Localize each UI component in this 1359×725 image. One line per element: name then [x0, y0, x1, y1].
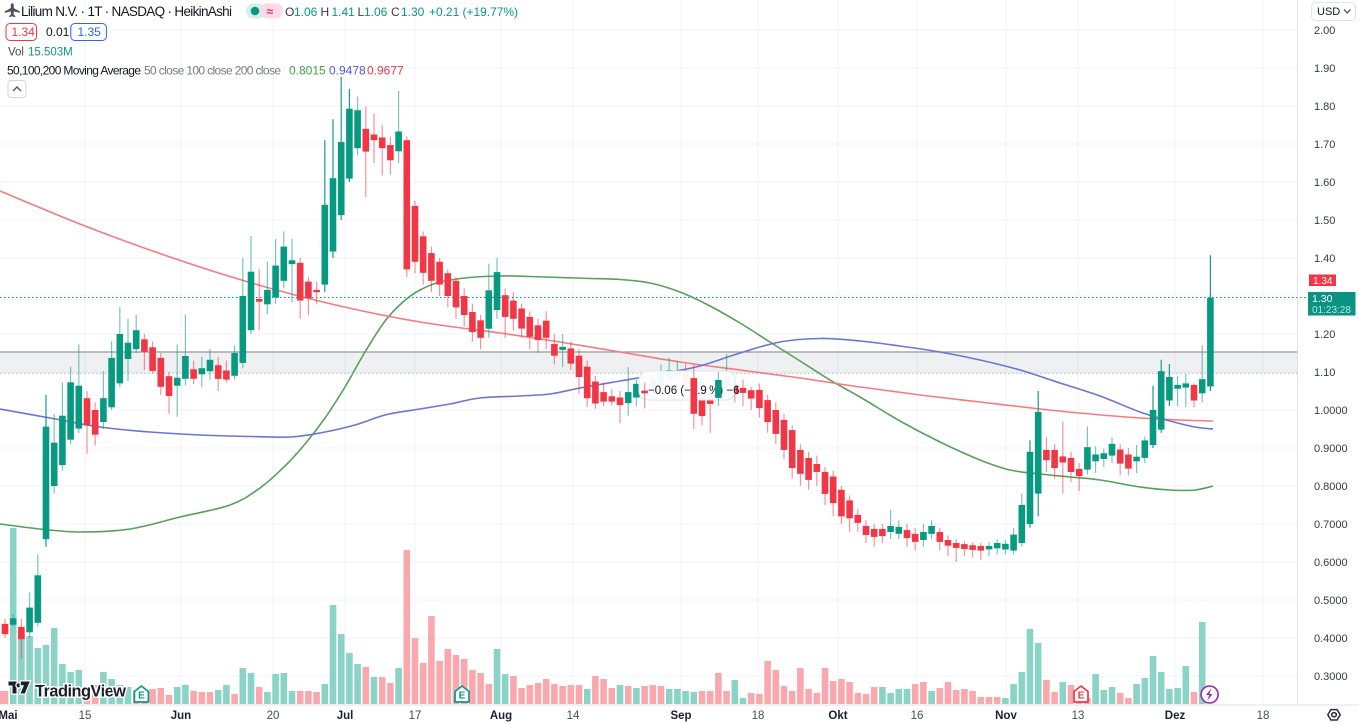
svg-text:1.50: 1.50: [1314, 215, 1335, 227]
svg-text:18: 18: [1257, 710, 1270, 722]
svg-text:1.35: 1.35: [78, 25, 102, 39]
svg-text:Aug: Aug: [490, 710, 512, 722]
svg-text:0.8000: 0.8000: [1314, 481, 1348, 493]
svg-text:1.0000: 1.0000: [1314, 405, 1348, 417]
svg-text:E: E: [1078, 691, 1085, 702]
svg-text:15.503M: 15.503M: [28, 47, 73, 59]
svg-text:0.6000: 0.6000: [1314, 557, 1348, 569]
svg-text:15: 15: [79, 710, 92, 722]
svg-text:18: 18: [752, 710, 765, 722]
svg-text:01:23:28: 01:23:28: [1312, 305, 1351, 316]
svg-text:14: 14: [567, 710, 580, 722]
svg-text:0.4000: 0.4000: [1314, 633, 1348, 645]
svg-text:TradingView: TradingView: [35, 683, 126, 701]
svg-text:20: 20: [267, 710, 280, 722]
svg-text:1.41: 1.41: [332, 5, 356, 19]
svg-text:0.9677: 0.9677: [367, 64, 404, 78]
svg-text:1.06: 1.06: [294, 5, 318, 19]
svg-text:0.01: 0.01: [46, 25, 70, 39]
svg-text:50 close 100 close 200 close: 50 close 100 close 200 close: [144, 64, 281, 78]
svg-text:1.34: 1.34: [12, 25, 36, 39]
svg-text:C: C: [391, 5, 400, 19]
svg-text:Jun: Jun: [171, 710, 191, 722]
svg-text:13: 13: [1072, 710, 1085, 722]
svg-text:1.40: 1.40: [1314, 253, 1335, 265]
svg-text:Okt: Okt: [828, 710, 847, 722]
svg-text:USD: USD: [1317, 6, 1340, 18]
svg-text:1.20: 1.20: [1314, 329, 1335, 341]
svg-text:0.9000: 0.9000: [1314, 443, 1348, 455]
svg-text:1.10: 1.10: [1314, 367, 1335, 379]
svg-text:0.9478: 0.9478: [329, 64, 366, 78]
svg-text:2.00: 2.00: [1314, 25, 1335, 37]
svg-text:Jul: Jul: [337, 710, 354, 722]
svg-text:17: 17: [409, 710, 422, 722]
svg-text:0.3000: 0.3000: [1314, 671, 1348, 683]
svg-text:L: L: [358, 5, 365, 19]
svg-text:H: H: [321, 5, 330, 19]
svg-text:E: E: [138, 691, 145, 702]
svg-text:0.5000: 0.5000: [1314, 595, 1348, 607]
svg-text:Vol: Vol: [8, 47, 24, 59]
svg-text:0.7000: 0.7000: [1314, 519, 1348, 531]
svg-text:1.34: 1.34: [1313, 276, 1333, 287]
svg-text:0.8015: 0.8015: [289, 64, 326, 78]
svg-text:1.70: 1.70: [1314, 139, 1335, 151]
svg-text:1.60: 1.60: [1314, 177, 1335, 189]
svg-text:1.30: 1.30: [1312, 293, 1333, 305]
svg-text:1.90: 1.90: [1314, 63, 1335, 75]
svg-text:E: E: [459, 691, 466, 702]
svg-text:Lilium N.V. · 1T · NASDAQ · He: Lilium N.V. · 1T · NASDAQ · HeikinAshi: [21, 4, 232, 19]
svg-text:Mai: Mai: [0, 710, 18, 722]
svg-text:Dez: Dez: [1165, 710, 1186, 722]
svg-text:≈: ≈: [267, 5, 274, 19]
svg-text:Sep: Sep: [670, 710, 691, 722]
svg-text:50,100,200 Moving Average: 50,100,200 Moving Average: [7, 64, 141, 78]
svg-text:O: O: [285, 5, 294, 19]
svg-text:Nov: Nov: [995, 710, 1017, 722]
svg-text:1.30: 1.30: [401, 5, 425, 19]
svg-text:1.80: 1.80: [1314, 101, 1335, 113]
svg-text:1.06: 1.06: [364, 5, 388, 19]
svg-text:+0.21 (+19.77%): +0.21 (+19.77%): [429, 5, 518, 19]
svg-text:16: 16: [911, 710, 924, 722]
